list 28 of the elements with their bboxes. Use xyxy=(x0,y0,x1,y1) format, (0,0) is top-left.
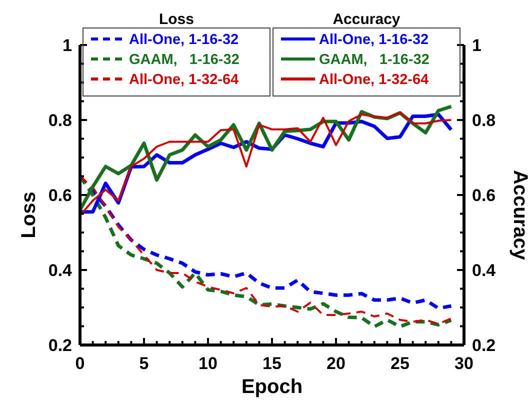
legend-label: GAAM, 1-16-32 xyxy=(319,52,430,68)
y2-tick-label: 0.4 xyxy=(472,261,496,280)
y2-tick-label: 0.8 xyxy=(472,111,496,130)
legend-label: All-One, 1-32-64 xyxy=(319,72,429,88)
x-tick-label: 25 xyxy=(390,354,410,373)
y2-tick-label: 0.6 xyxy=(472,186,496,205)
x-tick-label: 5 xyxy=(139,354,149,373)
y2-tick-label: 1 xyxy=(472,36,482,55)
x-axis-title: Epoch xyxy=(241,376,303,398)
x-tick-label: 0 xyxy=(75,354,85,373)
y-tick-label: 0.8 xyxy=(48,111,72,130)
y2-tick-label: 0.2 xyxy=(472,336,496,355)
y-tick-label: 0.6 xyxy=(48,186,72,205)
y-axis-title: Loss xyxy=(18,192,40,238)
x-tick-label: 20 xyxy=(326,354,346,373)
legend-label: All-One, 1-16-32 xyxy=(129,32,239,48)
x-tick-label: 15 xyxy=(262,354,282,373)
text: Loss xyxy=(158,11,194,28)
legend-label: All-One, 1-16-32 xyxy=(319,32,429,48)
y-tick-label: 0.2 xyxy=(48,336,72,355)
y-tick-label: 0.4 xyxy=(48,261,73,280)
x-tick-label: 10 xyxy=(198,354,218,373)
legend-label: GAAM, 1-16-32 xyxy=(129,52,240,68)
x-tick-label: 30 xyxy=(454,354,474,373)
y2-axis-title: Accuracy xyxy=(509,170,530,261)
legend-label: All-One, 1-32-64 xyxy=(129,72,239,88)
y-tick-label: 1 xyxy=(62,36,72,55)
text: Accuracy xyxy=(332,11,401,28)
